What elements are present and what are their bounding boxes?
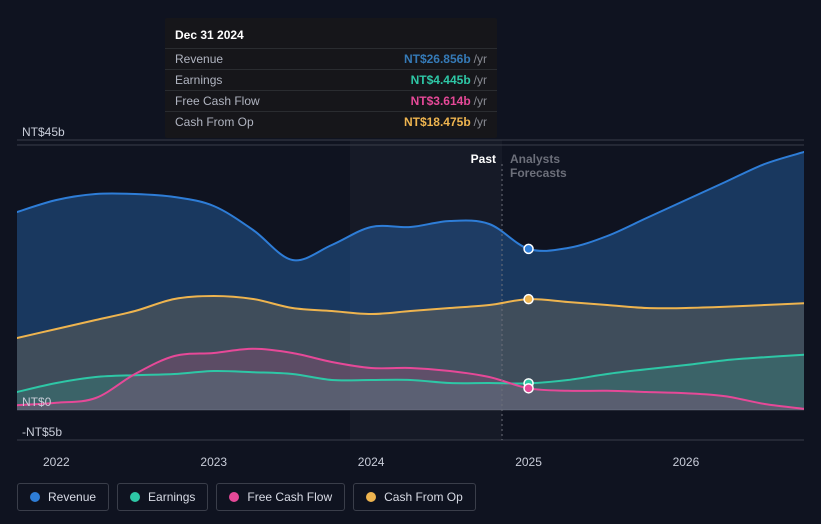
tooltip-metric-value: NT$4.445b	[411, 73, 471, 87]
legend-dot-icon	[366, 492, 376, 502]
legend-label: Free Cash Flow	[247, 490, 332, 504]
tooltip-metric-unit: /yr	[474, 94, 487, 108]
tooltip-metric-value: NT$3.614b	[411, 94, 471, 108]
y-tick-label: -NT$5b	[22, 425, 62, 439]
tooltip-metric-unit: /yr	[474, 52, 487, 66]
legend-item-fcf[interactable]: Free Cash Flow	[216, 483, 345, 511]
x-tick-label: 2025	[515, 455, 542, 469]
tooltip-row: RevenueNT$26.856b/yr	[165, 48, 497, 69]
x-tick-label: 2023	[200, 455, 227, 469]
y-tick-label: NT$45b	[22, 125, 65, 139]
legend-label: Revenue	[48, 490, 96, 504]
tooltip-row: Free Cash FlowNT$3.614b/yr	[165, 90, 497, 111]
chart-legend: Revenue Earnings Free Cash Flow Cash From O…	[17, 483, 476, 511]
legend-item-cash_op[interactable]: Cash From Op	[353, 483, 476, 511]
legend-dot-icon	[229, 492, 239, 502]
tooltip-metric-unit: /yr	[474, 73, 487, 87]
forecast-label: Analysts Forecasts	[510, 152, 567, 180]
chart-tooltip: Dec 31 2024 RevenueNT$26.856b/yrEarnings…	[165, 18, 497, 138]
legend-dot-icon	[130, 492, 140, 502]
financials-chart: Past Analysts Forecasts NT$45b NT$0 -NT$5b…	[17, 120, 804, 445]
tooltip-row: EarningsNT$4.445b/yr	[165, 69, 497, 90]
tooltip-metric-label: Earnings	[175, 73, 411, 87]
tooltip-metric-label: Revenue	[175, 52, 404, 66]
chart-canvas	[17, 120, 804, 445]
x-tick-label: 2024	[358, 455, 385, 469]
tooltip-metric-unit: /yr	[474, 115, 487, 129]
legend-label: Earnings	[148, 490, 195, 504]
past-label: Past	[471, 152, 496, 166]
tooltip-metric-label: Free Cash Flow	[175, 94, 411, 108]
legend-item-earnings[interactable]: Earnings	[117, 483, 208, 511]
x-tick-label: 2022	[43, 455, 70, 469]
y-tick-label: NT$0	[22, 395, 51, 409]
tooltip-metric-label: Cash From Op	[175, 115, 404, 129]
legend-dot-icon	[30, 492, 40, 502]
tooltip-row: Cash From OpNT$18.475b/yr	[165, 111, 497, 132]
tooltip-date: Dec 31 2024	[165, 28, 497, 48]
legend-item-revenue[interactable]: Revenue	[17, 483, 109, 511]
tooltip-metric-value: NT$18.475b	[404, 115, 471, 129]
legend-label: Cash From Op	[384, 490, 463, 504]
x-tick-label: 2026	[673, 455, 700, 469]
tooltip-metric-value: NT$26.856b	[404, 52, 471, 66]
